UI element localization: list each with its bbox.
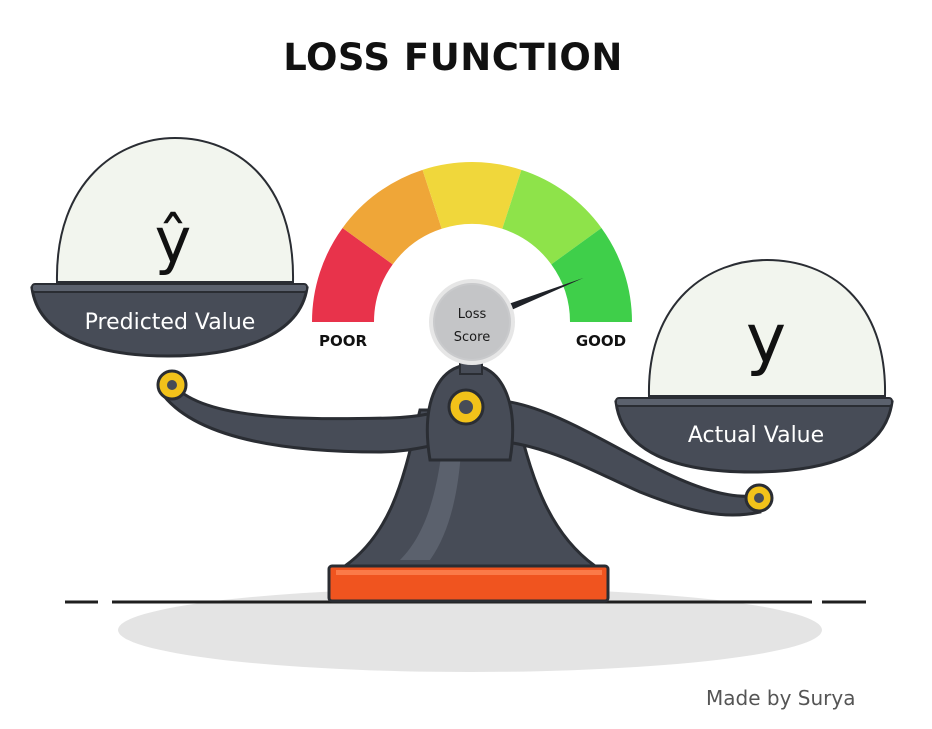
left-dome [55,136,295,283]
pin-right [744,483,774,513]
right-pan [614,400,894,474]
scale-pedestal [340,408,600,568]
gauge-segment-5 [551,227,632,322]
ground-shadow [118,588,822,672]
gauge-segment-2 [342,169,442,265]
loss-score-dial: Loss Score [429,279,515,365]
gauge-segment-1 [312,227,393,322]
gauge-poor-label: POOR [319,332,367,350]
gauge-good-label: GOOD [576,332,626,350]
gauge-segment-3 [422,162,522,229]
right-dome [647,258,887,397]
actual-value-label: Actual Value [688,423,824,448]
pin-left [156,369,188,401]
gauge-segments [312,162,632,322]
gauge-segment-4 [502,169,602,265]
loss-score-label-line1: Loss [458,307,487,322]
predicted-value-label: Predicted Value [85,310,256,335]
left-pan [30,286,309,358]
pin-center [447,388,485,426]
loss-score-label-line2: Score [454,330,490,345]
actual-symbol: y [746,300,786,379]
author-credit: Made by Surya [706,686,856,710]
predicted-symbol: ŷ [155,204,192,277]
page-title: LOSS FUNCTION [283,36,623,79]
